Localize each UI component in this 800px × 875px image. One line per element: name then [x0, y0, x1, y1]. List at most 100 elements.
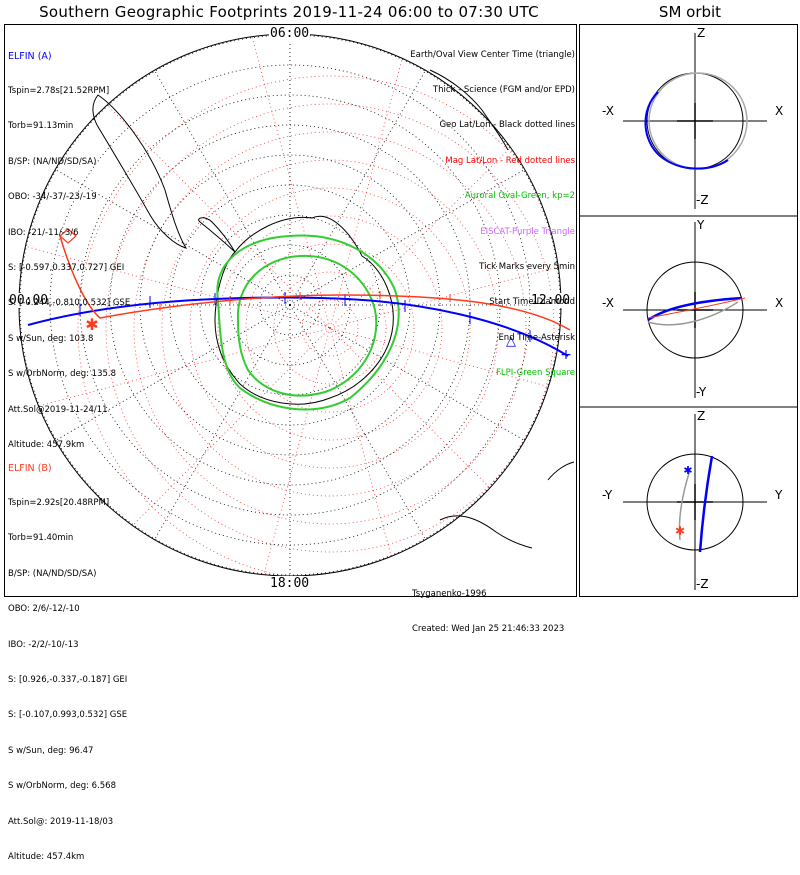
elfin-b-line: OBO: 2/6/-12/-10 [8, 604, 80, 615]
geo-meridian [289, 70, 426, 306]
mag-lat-circle [105, 103, 555, 553]
auroral-oval-inner [236, 254, 378, 397]
elfin-a-line: Altitude: 457.9km [8, 439, 85, 450]
elfin-b-line: S: [-0.107,0.993,0.532] GSE [8, 710, 128, 721]
sm3-start-marker: ✱ [683, 464, 692, 477]
elfin-a-end-marker: + [560, 347, 572, 363]
sm3-left-label: -Y [602, 488, 613, 502]
mag-lat-circle [161, 159, 499, 497]
australia-coastline [439, 515, 533, 549]
credits-author: Tsyganenko-1996 [412, 588, 487, 599]
elfin-b-end-marker: ✱ [85, 315, 98, 334]
mag-meridian [329, 34, 434, 329]
figure-canvas: △+✱ ✱✱ [4, 24, 798, 597]
south-america-coastline [92, 94, 188, 249]
sm3-orbit-a [698, 455, 714, 553]
legend-item: EISCAT-Purple Triangle [480, 226, 575, 237]
mag-meridian [226, 327, 331, 576]
mag-lat-circle [189, 187, 471, 469]
elfin-b-info: ELFIN (B) Tspin=2.92s[20.48RPM] Torb=91.… [8, 439, 127, 875]
antarctic-peninsula [198, 217, 236, 253]
elfin-a-line: OBO: -34/-37/-23/-19 [8, 192, 97, 203]
sm1-right-label: X [775, 104, 784, 118]
sm3-top-label: Z [697, 409, 706, 423]
geo-meridian [154, 304, 291, 540]
mag-meridian [329, 44, 561, 329]
sm2-orbit-b [647, 301, 739, 326]
clock-label-top: 06:00 [269, 26, 311, 41]
elfin-a-info: ELFIN (A) Tspin=2.78s[21.52RPM] Torb=91.… [8, 27, 130, 463]
elfin-a-line: S: [-0.244,-0.810,0.532] GSE [8, 298, 131, 309]
legend-item: Mag Lat/Lon - Red dotted lines [445, 155, 575, 166]
elfin-b-line: IBO: -2/2/-10/-13 [8, 639, 79, 650]
sm-panel-3 [623, 414, 767, 590]
elfin-a-line: IBO: -21/-11/-3/6 [8, 227, 79, 238]
clock-label-right: 12:00 [530, 293, 572, 308]
legend-item: FLPI-Green Square [495, 368, 575, 379]
mag-lat-circle [301, 299, 359, 357]
geo-lat-circle [199, 214, 381, 396]
elfin-a-header: ELFIN (A) [8, 50, 52, 62]
mag-meridian [19, 224, 331, 329]
polar-map: △ + ✱ [18, 33, 575, 577]
mag-lat-circle [273, 271, 387, 385]
sm3-bottom-label: -Z [696, 577, 709, 591]
elfin-b-line: S w/Sun, deg: 96.47 [8, 745, 94, 756]
elfin-a-line: Torb=91.13min [8, 121, 74, 132]
sm-panel-2 [623, 222, 767, 398]
sm1-top-label: Z [697, 26, 706, 40]
elfin-b-line: Torb=91.40min [8, 533, 74, 544]
elfin-a-line: S: [-0.597,0.337,0.727] GEI [8, 262, 125, 273]
elfin-b-start-marker [59, 228, 77, 244]
elfin-b-line: S w/OrbNorm, deg: 6.568 [8, 781, 117, 792]
mag-meridian [329, 327, 561, 576]
elfin-b-line: Altitude: 457.4km [8, 851, 85, 862]
legend-item: Tick Marks every 5min [479, 261, 575, 272]
mag-lat-circle [217, 215, 443, 441]
geo-lat-circle [139, 154, 441, 456]
legend-item: Auroral Oval-Green, kp=2 [464, 191, 575, 202]
mag-meridian [19, 327, 331, 432]
sm2-bottom-label: -Y [696, 385, 707, 399]
sm-orbit-panels: ✱✱ [623, 33, 767, 590]
mag-meridian [46, 44, 331, 329]
mag-lat-circle [133, 131, 527, 525]
elfin-b-track [59, 235, 571, 331]
map-frame [4, 24, 577, 597]
legend: Earth/Oval View Center Time (triangle) T… [410, 26, 575, 392]
credits-created: Created: Wed Jan 25 21:46:33 2023 [412, 623, 565, 634]
elfin-a-center-marker: △ [506, 334, 516, 349]
mag-meridian [46, 327, 331, 576]
legend-item: Start Time-Diamond [489, 297, 575, 308]
mag-lat-circle [245, 243, 415, 413]
elfin-b-header: ELFIN (B) [8, 462, 52, 474]
elfin-a-line: S w/Sun, deg: 103.8 [8, 333, 94, 344]
chart-title: Southern Geographic Footprints 2019-11-2… [39, 3, 539, 21]
elfin-b-line: S: [0.926,-0.337,-0.187] GEI [8, 674, 128, 685]
mag-meridian [226, 34, 331, 329]
antarctica-coastline [214, 215, 394, 405]
sm1-left-label: -X [602, 104, 614, 118]
elfin-a-line: S w/OrbNorm, deg: 135.8 [8, 369, 117, 380]
africa-coastline [429, 69, 509, 151]
sm3-right-label: Y [775, 488, 783, 502]
new-zealand-coastline [547, 461, 575, 481]
elfin-a-line: B/SP: (NA/ND/SD/SA) [8, 156, 97, 167]
sm3-end-marker: ✱ [675, 524, 685, 538]
elfin-a-line: Tspin=2.78s[21.52RPM] [8, 85, 110, 96]
sm2-top-label: Y [697, 218, 705, 232]
elfin-a-line: Att.Sol@2019-11-24/11 [8, 404, 108, 415]
elfin-a-track [27, 296, 569, 357]
geo-lat-circle [259, 274, 321, 336]
sm2-orbit-a [647, 296, 743, 322]
sm2-right-label: X [775, 296, 784, 310]
sm2-left-label: -X [602, 296, 614, 310]
geo-lat-circle [79, 94, 501, 516]
elfin-b-line: Tspin=2.92s[20.48RPM] [8, 497, 110, 508]
auroral-oval-outer [216, 234, 400, 411]
sm-frame [579, 24, 798, 597]
elfin-b-line: B/SP: (NA/ND/SD/SA) [8, 568, 97, 579]
legend-item: End Time-Asterisk [498, 332, 575, 343]
legend-item: Geo Lat/Lon - Black dotted lines [439, 120, 575, 131]
legend-item: Earth/Oval View Center Time (triangle) [410, 49, 575, 60]
